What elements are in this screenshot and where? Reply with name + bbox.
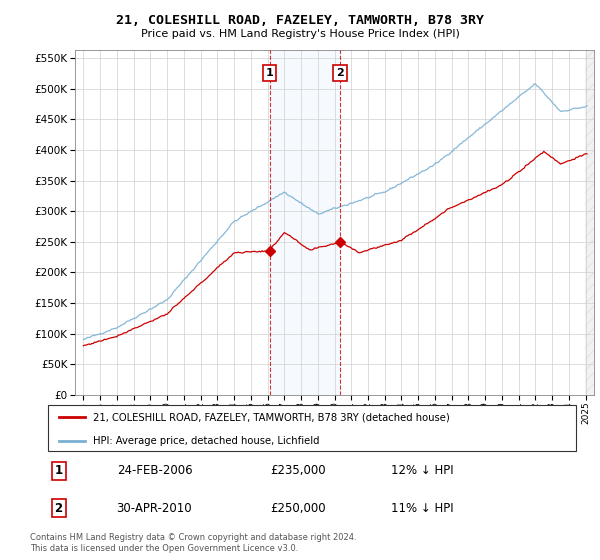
Text: Price paid vs. HM Land Registry's House Price Index (HPI): Price paid vs. HM Land Registry's House … [140,29,460,39]
Bar [269,50,340,395]
Text: HPI: Average price, detached house, Lichfield: HPI: Average price, detached house, Lich… [93,436,319,446]
Text: 30-APR-2010: 30-APR-2010 [116,502,192,515]
Text: 24-FEB-2006: 24-FEB-2006 [116,464,192,478]
Text: 2: 2 [55,502,62,515]
Text: 11% ↓ HPI: 11% ↓ HPI [391,502,454,515]
Text: 21, COLESHILL ROAD, FAZELEY, TAMWORTH, B78 3RY: 21, COLESHILL ROAD, FAZELEY, TAMWORTH, B… [116,14,484,27]
Text: 1: 1 [55,464,62,478]
Bar [585,50,594,395]
Text: Contains HM Land Registry data © Crown copyright and database right 2024.
This d: Contains HM Land Registry data © Crown c… [30,533,356,553]
FancyBboxPatch shape [48,405,576,451]
Text: 21, COLESHILL ROAD, FAZELEY, TAMWORTH, B78 3RY (detached house): 21, COLESHILL ROAD, FAZELEY, TAMWORTH, B… [93,412,449,422]
Text: £250,000: £250,000 [270,502,325,515]
Text: £235,000: £235,000 [270,464,325,478]
Text: 12% ↓ HPI: 12% ↓ HPI [391,464,454,478]
Text: 2: 2 [336,68,344,78]
Text: 1: 1 [266,68,274,78]
